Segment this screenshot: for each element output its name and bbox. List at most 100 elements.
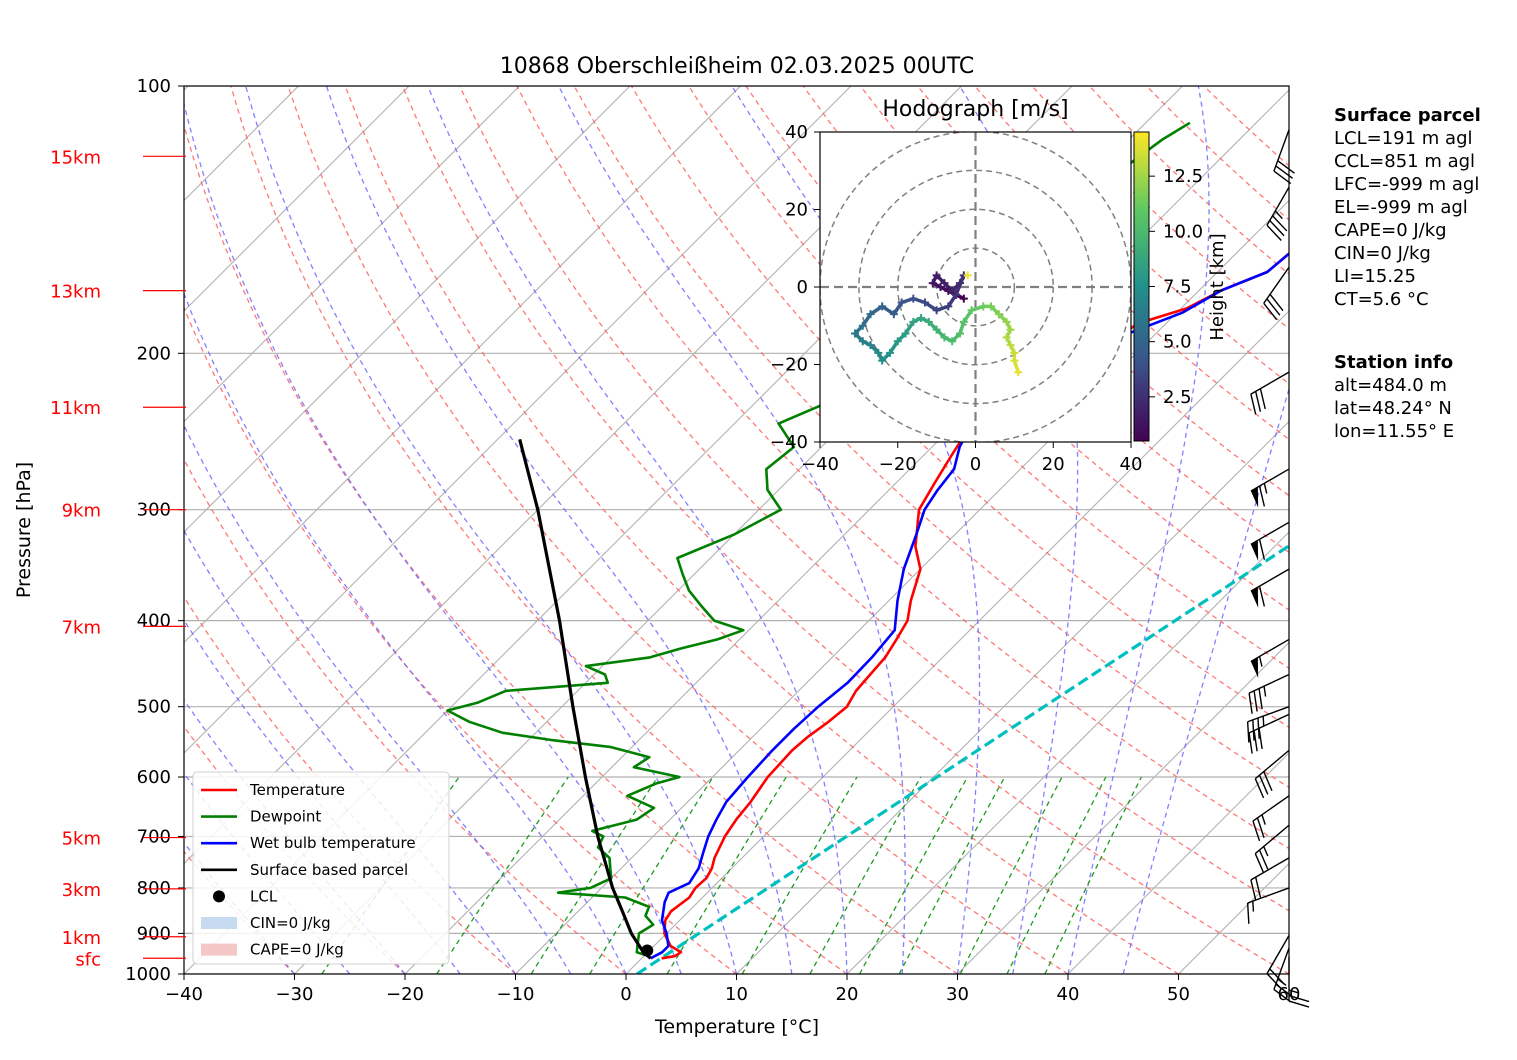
sp-lcl: LCL=191 m agl [1334,128,1473,149]
hodograph-point [928,279,937,288]
legend-entry: LCL [213,887,278,905]
barb-full [1246,902,1250,924]
barb-full [1258,774,1269,795]
legend-label: LCL [250,887,278,905]
hodograph-y-tick-label: −40 [770,432,808,453]
hodograph-y-tick-label: 40 [785,122,808,143]
barb-staff [1250,468,1290,492]
isotherm-line [184,86,520,423]
wind-barb [1250,857,1290,901]
mixing-ratio-line [898,776,1006,974]
hodograph-point [959,317,968,326]
wind-barbs [1246,129,1310,1008]
hodograph-title: Hodograph [m/s] [882,97,1068,122]
barb-flag [1250,540,1259,561]
mixing-ratio-line [666,776,787,974]
barb-full [1248,693,1253,714]
y-tick-label: 200 [137,343,171,364]
hodograph-segment [880,351,892,363]
hodograph-point [874,348,883,357]
wind-barb [1254,824,1290,874]
hodograph-point [944,302,953,311]
series-surface-based-parcel [518,439,652,960]
barb-full [1253,730,1258,752]
hodograph-point [955,329,964,338]
hodograph-point [866,310,875,319]
hodograph-segment [950,331,962,343]
hodograph-x-tick-label: −40 [801,454,839,475]
wind-barb [1252,795,1290,842]
moist-adiabat [184,424,572,974]
lcl-marker [641,944,654,957]
colorbar-tick-label: 12.5 [1163,166,1203,187]
dry-adiabat [184,306,737,974]
wind-barb [1246,887,1290,924]
y-tick-label: 100 [137,76,171,97]
dry-adiabat [184,123,848,974]
barb-full [1258,539,1266,560]
hodograph-y-tick-label: −20 [770,355,808,376]
hodograph-point [889,310,898,319]
x-axis-label: Temperature [°C] [654,1016,819,1038]
wind-barb [1266,935,1290,990]
legend-dot-swatch [213,890,225,903]
hodograph-point [920,298,929,307]
wind-barb [1250,638,1290,679]
barb-full [1273,988,1292,1003]
barb-half [1252,901,1255,912]
x-tick-label: 0 [620,984,631,1005]
hodograph-segment [927,320,939,332]
hodograph-point [901,329,910,338]
moist-adiabat [184,292,627,974]
barb-full [1275,165,1293,179]
legend-label: Temperature [249,781,345,799]
barb-full [1273,170,1292,185]
hodograph-point [1002,333,1011,342]
hodograph-segment [853,331,865,343]
station-info-panel: Station info alt=484.0 m lat=48.24° N lo… [1334,351,1454,443]
hodograph-point [885,348,894,357]
barb-full [1263,302,1278,321]
hodograph-point [878,302,887,311]
wind-barb [1254,749,1290,799]
legend-entry: CIN=0 J/kg [201,914,331,932]
barb-full [1248,732,1253,754]
sp-cin: CIN=0 J/kg [1334,243,1431,264]
barb-staff [1266,935,1290,974]
hodograph-x-tick-label: 0 [970,454,981,475]
skewt-series-group [446,121,1289,974]
x-tick-label: −40 [165,984,203,1005]
hodograph-point [932,325,941,334]
dry-adiabat [859,86,1289,497]
dry-adiabat [184,458,627,974]
hodograph-point [1006,325,1015,334]
hodograph-point [948,337,957,346]
hodograph-segment [946,293,958,309]
barb-full [1269,293,1284,312]
dry-adiabat [516,86,1289,850]
hodograph-segment [934,273,947,285]
moist-adiabat [184,619,461,974]
barb-staff [1254,824,1290,855]
isotherm-line [515,199,1289,974]
y-tick-label: 600 [137,767,171,788]
barb-staff [1250,638,1290,663]
legend-entry: Temperature [201,781,345,799]
wind-barb [1248,713,1290,754]
legend-patch-swatch [201,917,237,929]
barb-half [1263,686,1267,697]
wind-barb [1250,521,1290,561]
hodograph-segment [880,304,896,316]
station-lon: lon=11.55° E [1334,421,1455,442]
barb-half [1262,716,1265,727]
wind-barb [1250,371,1290,415]
hodograph-point [1002,317,1011,326]
colorbar-tick-label: 10.0 [1163,221,1203,242]
barb-half [1263,483,1268,494]
hodograph-point [893,337,902,346]
colorbar-tick-label: 2.5 [1163,387,1192,408]
y-tick-label: 400 [137,611,171,632]
isotherm-line [736,420,1289,974]
barb-full [1277,160,1295,174]
barb-staff [1250,857,1290,881]
